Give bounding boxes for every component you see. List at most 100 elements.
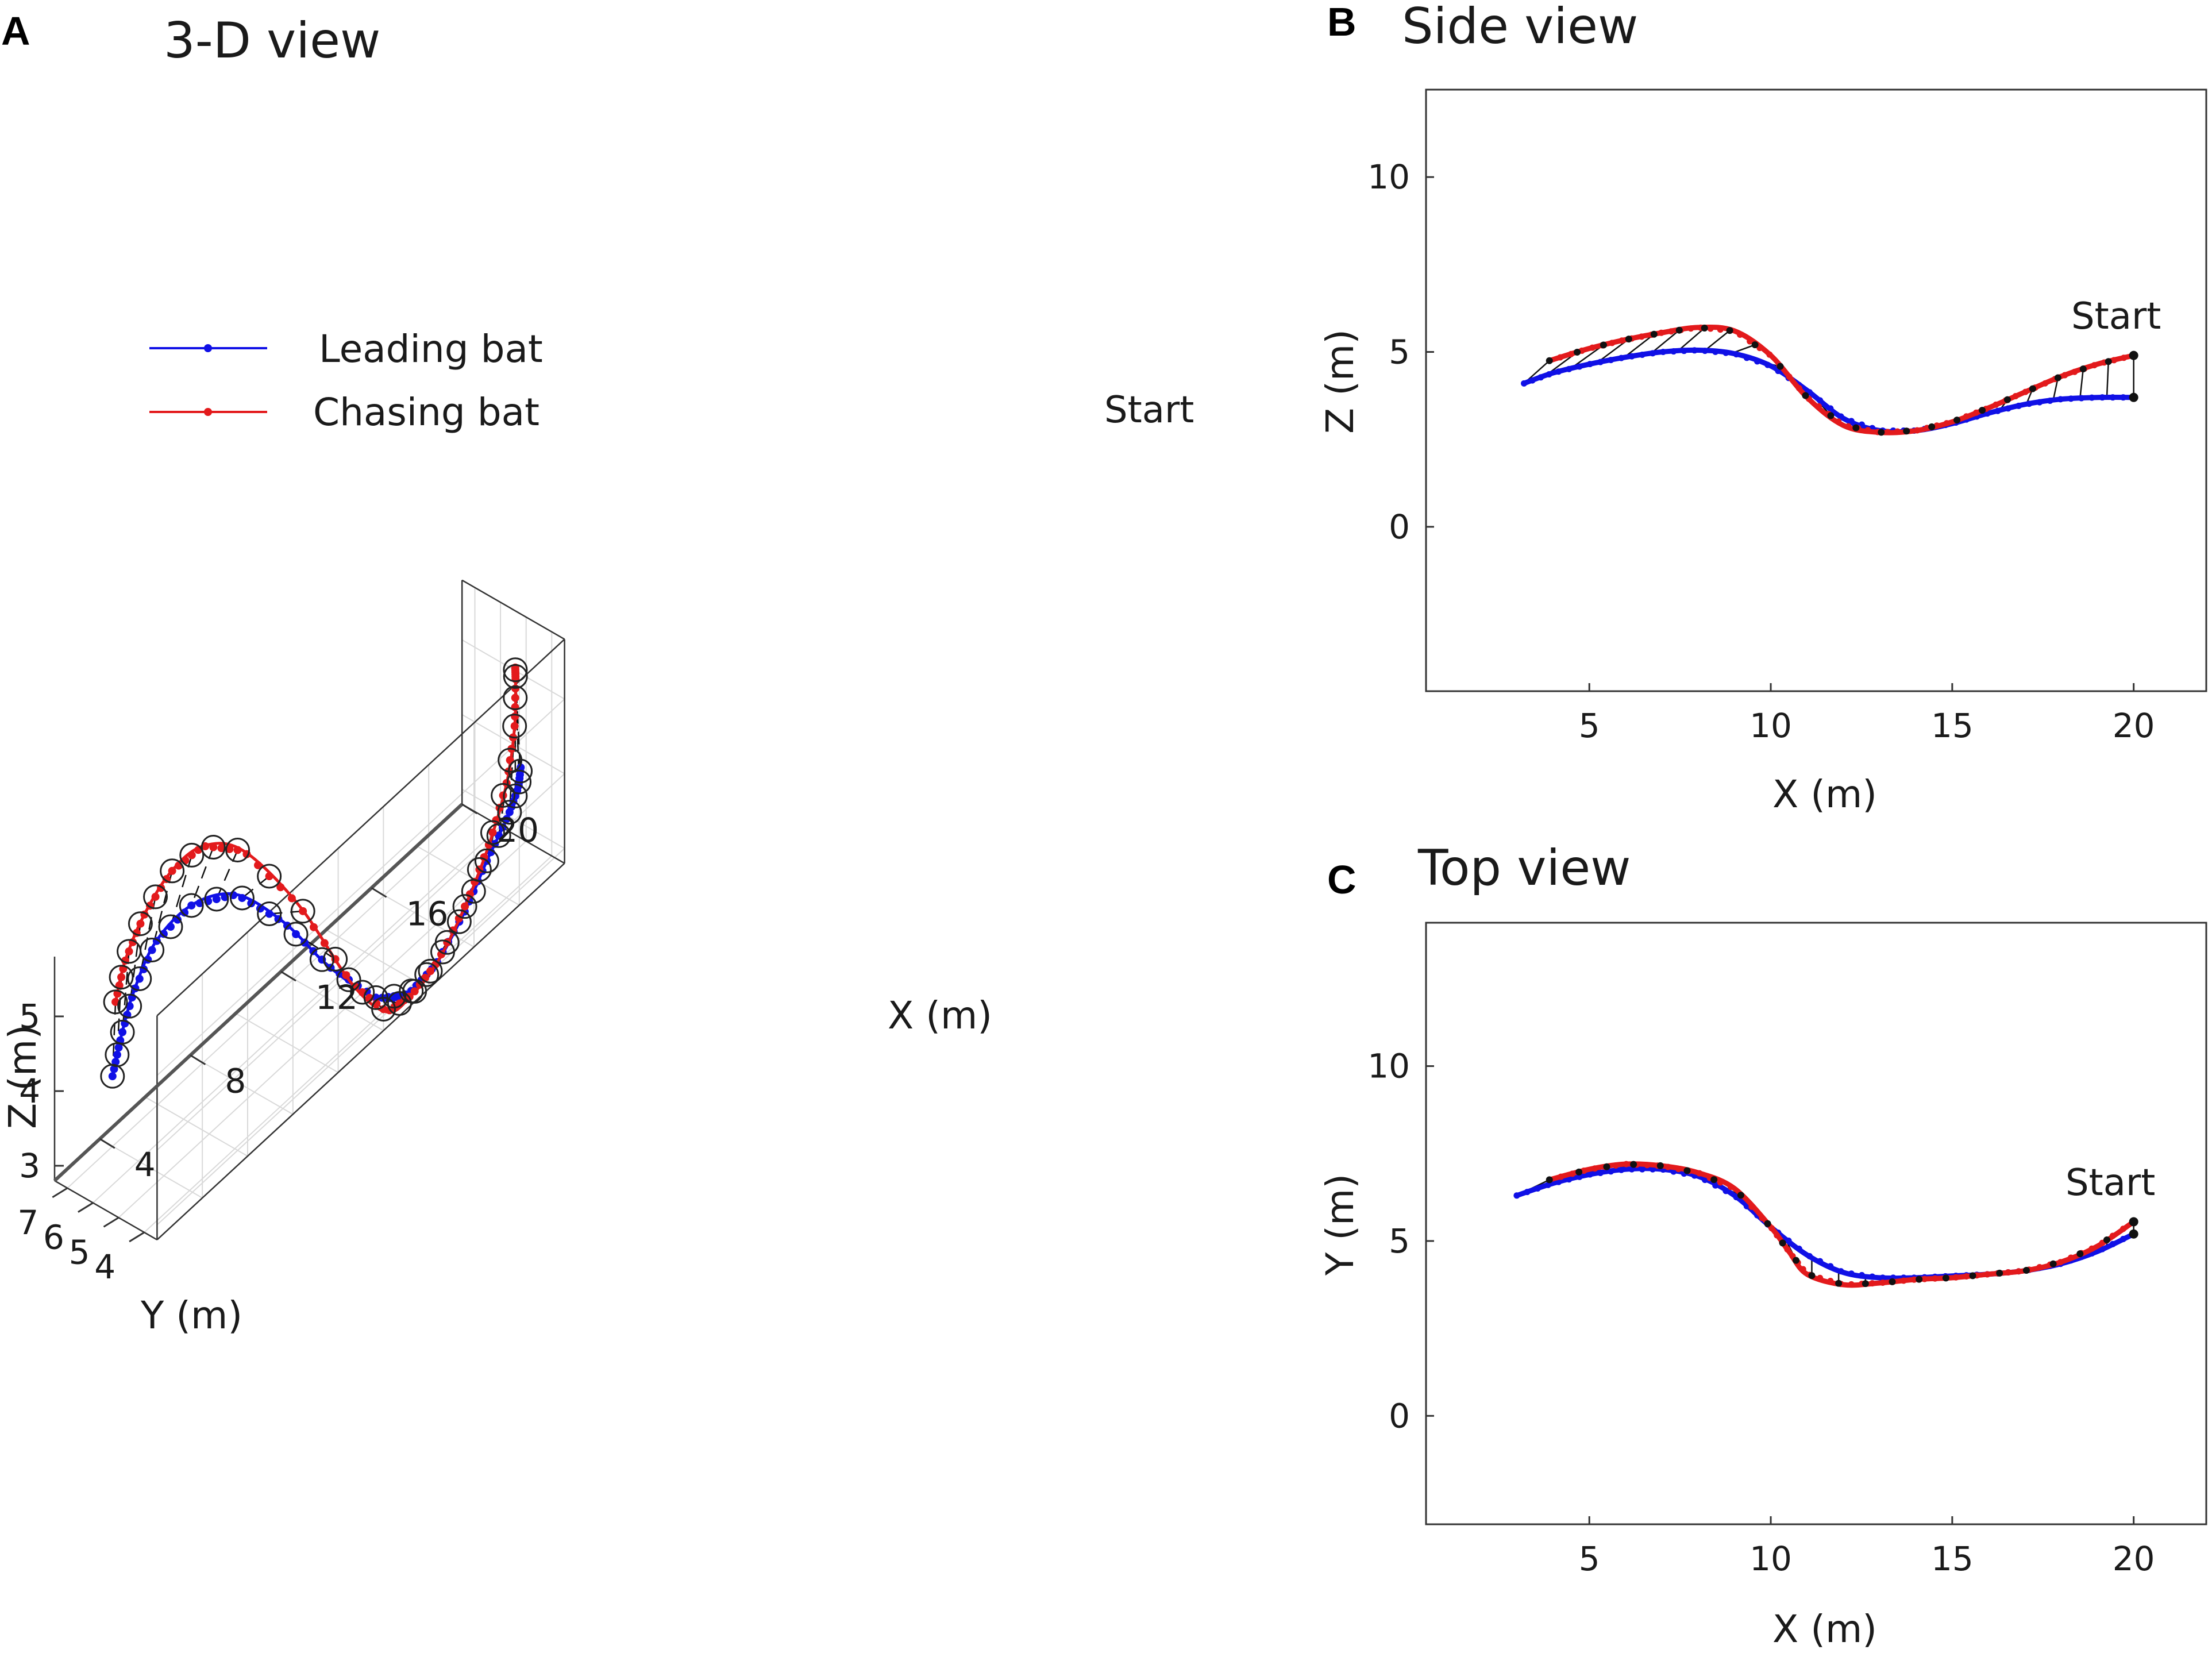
side-sample-marker xyxy=(1928,423,1936,430)
side-sample-marker xyxy=(2003,396,2011,403)
top-point-leading xyxy=(1848,1270,1855,1277)
side-point-chasing xyxy=(1973,409,1980,416)
top-point-leading xyxy=(1649,1166,1656,1173)
3d-sample-circle-leading xyxy=(507,769,532,795)
side-point-leading xyxy=(2057,396,2064,403)
top-point-chasing xyxy=(1591,1165,1598,1172)
top-point-chasing xyxy=(1879,1279,1886,1286)
top-point-leading xyxy=(1586,1171,1593,1178)
3d-sample-circle-leading xyxy=(399,978,424,1004)
side-point-leading xyxy=(1754,358,1760,365)
side-point-chasing xyxy=(2061,372,2068,379)
floor-grid-line-y xyxy=(93,826,501,1204)
side-point-leading xyxy=(2109,394,2116,401)
legend-leading-marker xyxy=(204,344,212,352)
side-sample-marker xyxy=(1827,412,1835,419)
3d-x-tick-label: 4 xyxy=(134,1145,156,1184)
side-point-leading xyxy=(2036,399,2043,406)
3d-sample-circle-leading xyxy=(497,800,522,825)
box-edge xyxy=(461,579,565,640)
top-point-chasing xyxy=(1727,1184,1734,1190)
side-point-leading xyxy=(1827,405,1834,412)
3d-point-chasing xyxy=(233,846,242,854)
side-point-chasing xyxy=(1845,423,1852,430)
side-point-leading xyxy=(2067,395,2074,402)
3d-connector xyxy=(121,951,130,1032)
panel-letter-c: C xyxy=(1327,857,1357,902)
side-x-tick-label: 5 xyxy=(1579,706,1600,745)
side-point-chasing xyxy=(1567,350,1574,357)
3d-x-tick-mark xyxy=(280,970,296,982)
3d-sample-circle-chasing xyxy=(143,884,168,910)
side-connector xyxy=(2106,361,2109,398)
side-point-chasing xyxy=(1737,332,1744,338)
panel-title-side: Side view xyxy=(1402,0,1638,55)
top-point-leading xyxy=(1712,1182,1719,1189)
side-series xyxy=(1521,324,2138,436)
side-point-leading xyxy=(1817,397,1824,404)
side-point-leading xyxy=(1733,351,1740,358)
top-sample-marker xyxy=(1792,1257,1799,1264)
top-point-chasing xyxy=(1675,1166,1682,1173)
floor-grid-line-x xyxy=(190,1054,294,1115)
3d-point-chasing xyxy=(320,939,329,947)
top-point-chasing xyxy=(1952,1274,1959,1281)
top-point-chasing xyxy=(1558,1173,1564,1180)
3d-z-axis-label: Z (m) xyxy=(1,1024,45,1129)
side-connector xyxy=(2052,377,2059,400)
top-x-tick-label: 5 xyxy=(1579,1539,1600,1578)
side-point-chasing xyxy=(1658,329,1664,336)
top-point-leading xyxy=(1837,1268,1844,1275)
wall-grid-line-z xyxy=(156,698,565,1076)
3d-y-tick-mark xyxy=(103,1216,120,1228)
side-point-leading xyxy=(1701,348,1708,354)
legend-chasing-marker xyxy=(204,408,212,416)
side-point-chasing xyxy=(1717,326,1724,333)
top-point-leading xyxy=(1879,1274,1886,1281)
3d-x-tick-label: 12 xyxy=(315,978,358,1017)
top-point-chasing xyxy=(1748,1203,1755,1210)
top-point-leading xyxy=(1701,1177,1708,1184)
panel-top-view: C Top view 5 10 15 20 0 5 10 X (m) Y (m) Start xyxy=(1318,839,2207,1651)
top-point-chasing xyxy=(1612,1162,1619,1169)
box-edge xyxy=(54,1180,158,1240)
3d-sample-circles xyxy=(100,657,533,1089)
side-connector xyxy=(1704,330,1731,352)
3d-connector xyxy=(138,896,156,979)
3d-x-tick-label: 8 xyxy=(225,1062,246,1101)
3d-point-leading xyxy=(238,893,246,902)
3d-y-tick-label: 7 xyxy=(17,1203,38,1242)
top-sample-marker xyxy=(1546,1176,1553,1184)
top-point-chasing xyxy=(1569,1170,1576,1177)
3d-point-leading xyxy=(111,1058,120,1066)
top-point-chasing xyxy=(1848,1281,1855,1288)
side-point-chasing xyxy=(1589,344,1596,351)
top-sample-marker xyxy=(2022,1267,2030,1274)
3d-sample-circle-leading xyxy=(474,848,499,873)
top-sample-marker xyxy=(1942,1274,1949,1282)
top-y-tick-label: 0 xyxy=(1389,1396,1410,1435)
side-point-chasing xyxy=(1756,345,1763,352)
3d-point-chasing xyxy=(151,892,160,901)
side-point-chasing xyxy=(2071,368,2078,375)
side-point-leading xyxy=(2026,400,2033,407)
3d-point-chasing xyxy=(225,845,234,853)
endwall-grid-line-z xyxy=(461,788,565,849)
top-point-leading xyxy=(2109,1240,2116,1247)
legend-leading-label: Leading bat xyxy=(319,327,543,371)
3d-point-chasing xyxy=(488,828,497,837)
top-point-leading xyxy=(1597,1169,1604,1176)
side-point-chasing xyxy=(1609,340,1616,346)
3d-sample-circle-chasing xyxy=(128,911,153,937)
3d-sample-circle-leading xyxy=(486,823,511,848)
3d-point-leading xyxy=(118,1028,127,1036)
top-point-leading xyxy=(1545,1181,1552,1188)
side-point-chasing xyxy=(1835,418,1842,425)
top-sample-marker xyxy=(2103,1236,2110,1243)
3d-connector xyxy=(215,849,238,900)
side-point-chasing xyxy=(1766,351,1773,358)
3d-point-leading xyxy=(166,923,175,931)
side-plot-frame xyxy=(1425,88,2207,692)
top-y-tick-label: 10 xyxy=(1367,1047,1410,1086)
